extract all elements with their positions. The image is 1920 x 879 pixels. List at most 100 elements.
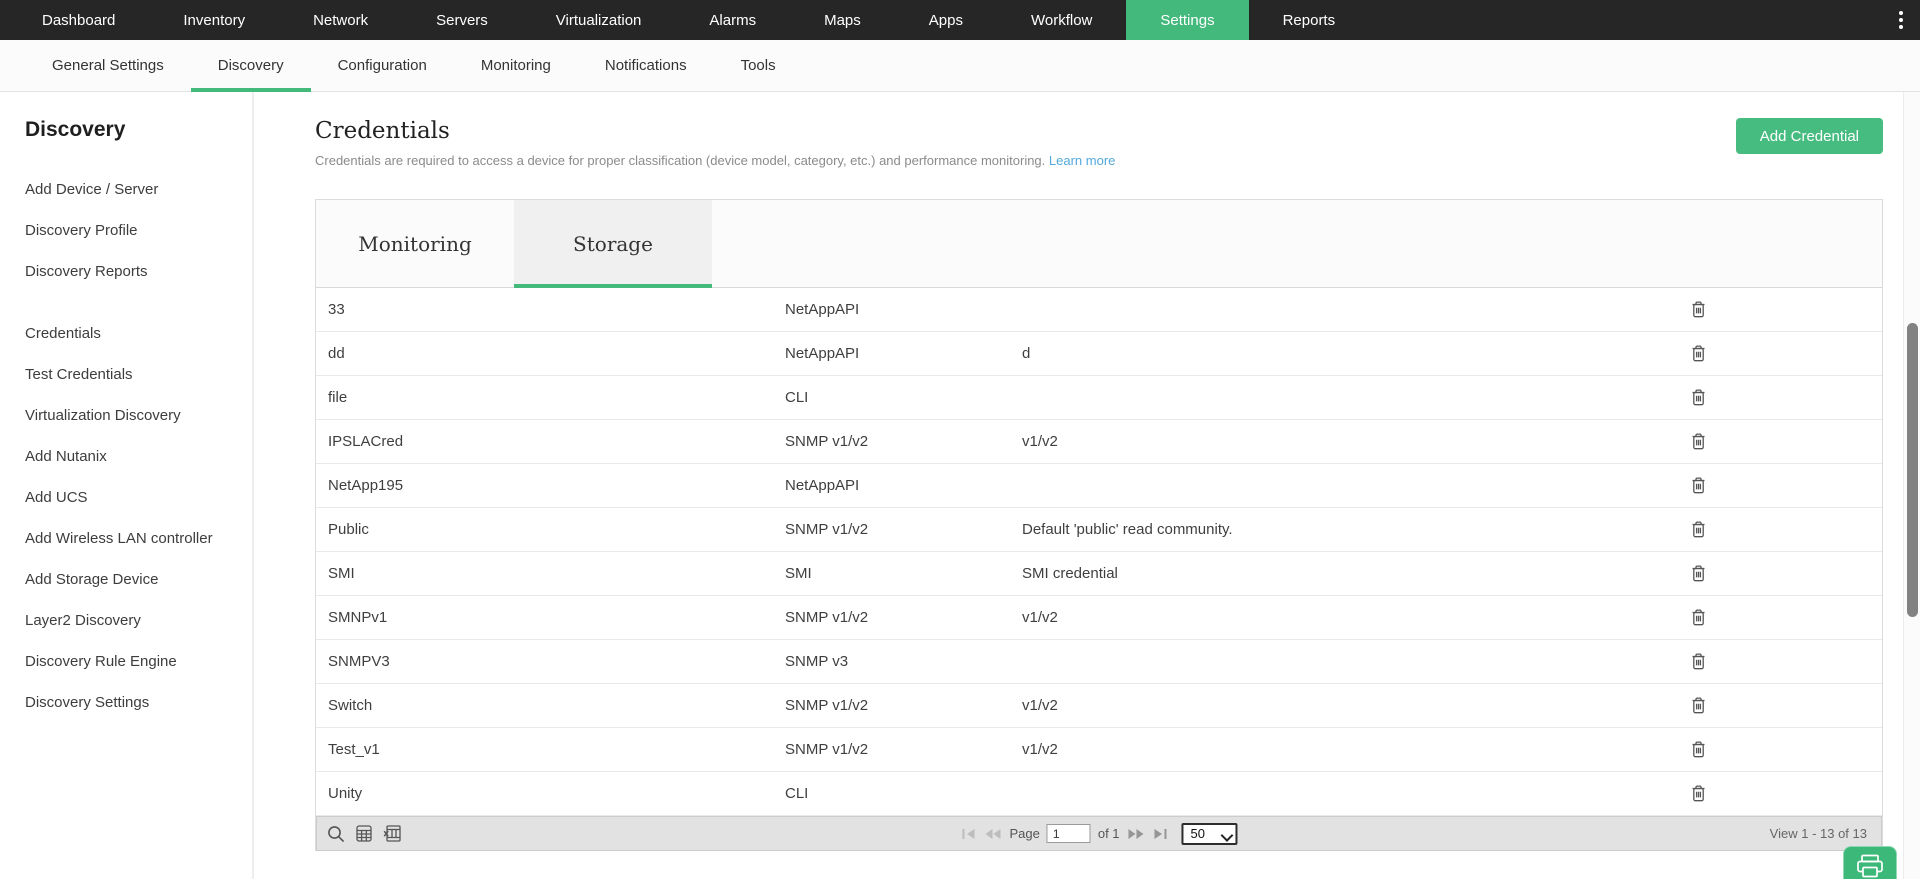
learn-more-link[interactable]: Learn more	[1048, 153, 1116, 168]
credential-name-cell: SNMPV3	[328, 653, 390, 670]
delete-credential-button[interactable]	[1689, 431, 1708, 452]
delete-credential-button[interactable]	[1689, 607, 1708, 628]
export-pdf-icon[interactable]	[356, 825, 372, 842]
row-actions	[1689, 739, 1882, 760]
sub-nav-item-tools[interactable]: Tools	[740, 57, 776, 74]
delete-credential-button[interactable]	[1689, 299, 1708, 320]
credential-type-cell: NetAppAPI	[785, 301, 860, 318]
credential-type-cell: SNMP v1/v2	[785, 433, 869, 450]
content-layout: Discovery Add Device / Server Discovery P…	[0, 92, 1920, 879]
sidebar-group-1: Add Device / Server Discovery Profile Disc…	[0, 169, 252, 292]
sidebar-item-virtualization-discovery[interactable]: Virtualization Discovery	[25, 407, 181, 424]
row-actions	[1689, 299, 1882, 320]
sub-nav-item-monitoring[interactable]: Monitoring	[480, 57, 551, 74]
sidebar-item-discovery-rule-engine[interactable]: Discovery Rule Engine	[25, 653, 177, 670]
sidebar-title: Discovery	[25, 118, 126, 141]
sub-nav-item-discovery[interactable]: Discovery	[190, 40, 311, 92]
credential-name-cell: Test_v1	[328, 741, 380, 758]
scrollbar-thumb[interactable]	[1907, 323, 1918, 617]
printer-icon	[1856, 854, 1884, 879]
delete-credential-button[interactable]	[1689, 519, 1708, 540]
sidebar-item-layer2-discovery[interactable]: Layer2 Discovery	[25, 612, 141, 629]
next-page-button[interactable]	[1127, 828, 1146, 840]
sidebar-item-discovery-settings[interactable]: Discovery Settings	[25, 694, 150, 711]
sidebar-item-credentials[interactable]: Credentials	[25, 325, 101, 342]
credential-type-cell: CLI	[785, 389, 809, 406]
sub-nav-item-configuration[interactable]: Configuration	[337, 57, 427, 74]
delete-credential-button[interactable]	[1689, 695, 1708, 716]
sub-nav: General Settings Discovery Configuration Mo…	[0, 40, 1920, 92]
page-description-text: Credentials are required to access a dev…	[315, 153, 1046, 168]
credentials-table: 33 NetAppAPI dd NetAppAPI d file CLI IPSLACr…	[316, 288, 1882, 816]
top-nav-item-settings[interactable]: Settings	[1126, 0, 1249, 40]
delete-credential-button[interactable]	[1689, 563, 1708, 584]
first-page-button[interactable]	[960, 828, 976, 840]
top-nav-item-maps[interactable]: Maps	[824, 11, 861, 29]
delete-credential-button[interactable]	[1689, 343, 1708, 364]
delete-credential-button[interactable]	[1689, 387, 1708, 408]
table-row: file CLI	[316, 376, 1882, 420]
tab-storage[interactable]: Storage	[514, 200, 712, 288]
vertical-scrollbar[interactable]	[1903, 92, 1920, 879]
sidebar-item-add-nutanix[interactable]: Add Nutanix	[25, 448, 107, 465]
page-head-text: Credentials Credentials are required to …	[315, 118, 1115, 168]
credential-description-cell: v1/v2	[1022, 433, 1058, 450]
credential-name-cell: NetApp195	[328, 477, 404, 494]
row-actions	[1689, 431, 1882, 452]
sidebar-item-add-storage-device[interactable]: Add Storage Device	[25, 571, 159, 588]
credential-name-cell: Unity	[328, 785, 363, 802]
credential-type-cell: SNMP v1/v2	[785, 609, 869, 626]
top-nav-item-network[interactable]: Network	[313, 11, 369, 29]
sub-nav-item-general-settings[interactable]: General Settings	[52, 57, 164, 74]
table-footer: Page of 1 50 View 1 - 13 of 13	[316, 816, 1882, 851]
row-actions	[1689, 475, 1882, 496]
sidebar-item-test-credentials[interactable]: Test Credentials	[25, 366, 133, 383]
sidebar-menu: Add Device / Server Discovery Profile Disc…	[0, 169, 252, 723]
table-row: dd NetAppAPI d	[316, 332, 1882, 376]
credential-name-cell: Switch	[328, 697, 373, 714]
previous-page-button[interactable]	[983, 828, 1002, 840]
search-icon[interactable]	[327, 825, 345, 843]
page-size-select[interactable]: 50	[1181, 822, 1238, 845]
delete-credential-button[interactable]	[1689, 475, 1708, 496]
kebab-menu-icon[interactable]	[1888, 0, 1914, 40]
sidebar-item-add-ucs[interactable]: Add UCS	[25, 489, 88, 506]
top-nav-item-workflow[interactable]: Workflow	[1030, 11, 1093, 29]
row-actions	[1689, 519, 1882, 540]
page-of-label: of 1	[1097, 826, 1120, 841]
export-excel-icon[interactable]	[383, 825, 401, 842]
sub-nav-item-notifications[interactable]: Notifications	[604, 57, 687, 74]
sidebar-item-discovery-profile[interactable]: Discovery Profile	[25, 222, 138, 239]
delete-credential-button[interactable]	[1689, 651, 1708, 672]
credential-description-cell: SMI credential	[1022, 565, 1118, 582]
delete-credential-button[interactable]	[1689, 783, 1708, 804]
top-nav-item-servers[interactable]: Servers	[436, 11, 488, 29]
delete-credential-button[interactable]	[1689, 739, 1708, 760]
top-nav-item-virtualization[interactable]: Virtualization	[555, 11, 642, 29]
last-page-button[interactable]	[1153, 828, 1169, 840]
sidebar-item-discovery-reports[interactable]: Discovery Reports	[25, 263, 148, 280]
add-credential-button[interactable]: Add Credential	[1735, 118, 1883, 154]
sidebar-item-add-wireless-lan-controller[interactable]: Add Wireless LAN controller	[25, 530, 213, 547]
print-chat-corner-button[interactable]	[1843, 846, 1897, 879]
discovery-sidebar: Discovery Add Device / Server Discovery P…	[0, 92, 254, 879]
row-actions	[1689, 343, 1882, 364]
credential-name-cell: file	[328, 389, 348, 406]
table-row: IPSLACred SNMP v1/v2 v1/v2	[316, 420, 1882, 464]
table-row: Test_v1 SNMP v1/v2 v1/v2	[316, 728, 1882, 772]
credential-name-cell: Public	[328, 521, 369, 538]
pagination: Page of 1 50	[960, 822, 1238, 845]
top-nav-item-alarms[interactable]: Alarms	[709, 11, 757, 29]
credential-type-cell: NetAppAPI	[785, 345, 860, 362]
top-nav-item-reports[interactable]: Reports	[1282, 11, 1336, 29]
credential-type-cell: CLI	[785, 785, 809, 802]
credential-type-cell: SMI	[785, 565, 812, 582]
sidebar-item-add-device-server[interactable]: Add Device / Server	[25, 181, 159, 198]
table-row: Unity CLI	[316, 772, 1882, 816]
top-nav-item-inventory[interactable]: Inventory	[183, 11, 246, 29]
top-nav-items: Dashboard Inventory Network Servers Virtuali…	[8, 0, 1369, 40]
tab-monitoring[interactable]: Monitoring	[358, 231, 472, 256]
top-nav-item-apps[interactable]: Apps	[928, 11, 963, 29]
page-number-input[interactable]	[1046, 824, 1091, 843]
top-nav-item-dashboard[interactable]: Dashboard	[42, 11, 116, 29]
